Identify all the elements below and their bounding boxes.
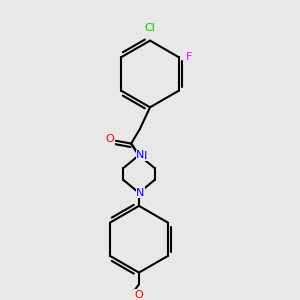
Text: Cl: Cl [145,23,155,33]
Text: F: F [186,52,193,62]
Text: N: N [139,151,148,161]
Text: O: O [106,134,114,144]
Text: N: N [136,188,145,198]
Text: O: O [135,290,143,300]
Text: N: N [136,150,145,160]
